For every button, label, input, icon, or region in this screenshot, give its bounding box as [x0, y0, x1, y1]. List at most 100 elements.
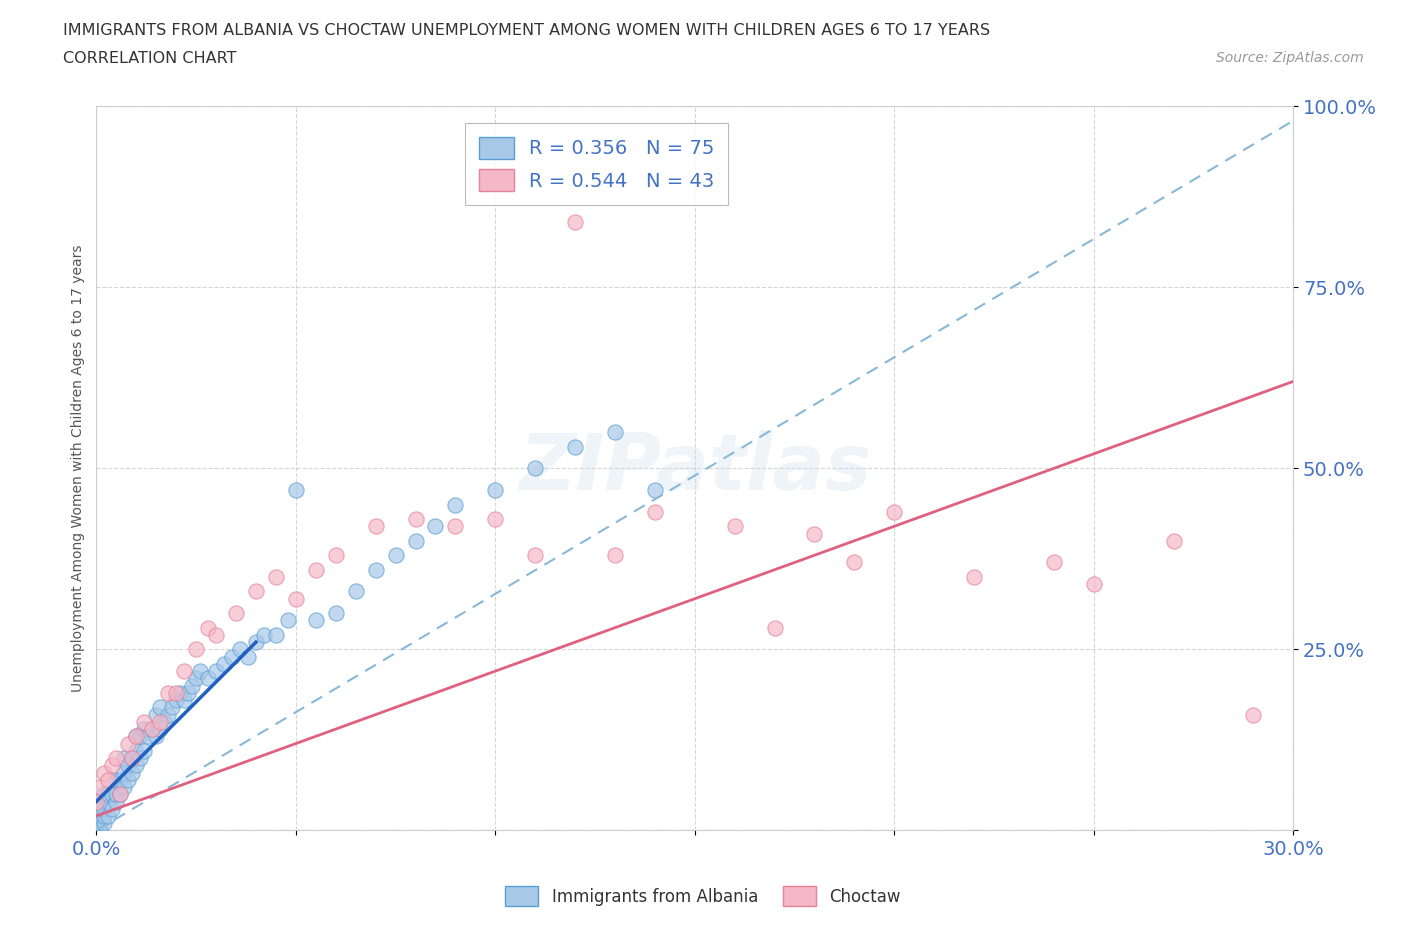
Point: [188, 664, 211, 679]
Point: [384, 548, 406, 563]
Point: [101, 787, 124, 802]
Point: [89, 816, 111, 830]
Point: [112, 751, 135, 765]
Point: [564, 439, 586, 454]
Point: [93, 802, 115, 817]
Text: CORRELATION CHART: CORRELATION CHART: [63, 51, 236, 66]
Point: [184, 671, 207, 685]
Point: [121, 751, 143, 765]
Point: [253, 628, 276, 643]
Point: [524, 461, 547, 476]
Point: [121, 751, 143, 765]
Point: [89, 779, 111, 794]
Point: [86, 816, 108, 830]
Point: [603, 425, 626, 440]
Point: [883, 504, 905, 519]
Point: [153, 714, 176, 729]
Point: [129, 751, 152, 765]
Point: [112, 779, 135, 794]
Point: [110, 772, 132, 787]
Point: [105, 772, 128, 787]
Point: [1163, 533, 1185, 548]
Point: [169, 685, 191, 700]
Point: [181, 678, 204, 693]
Point: [89, 823, 111, 838]
Point: [86, 823, 108, 838]
Point: [197, 671, 219, 685]
Point: [157, 685, 180, 700]
Point: [963, 569, 986, 584]
Point: [97, 794, 120, 809]
Point: [205, 664, 228, 679]
Point: [173, 693, 195, 708]
Point: [484, 512, 506, 526]
Point: [197, 620, 219, 635]
Point: [225, 605, 247, 620]
Point: [125, 758, 148, 773]
Point: [117, 758, 139, 773]
Point: [121, 765, 143, 780]
Point: [125, 729, 148, 744]
Point: [484, 483, 506, 498]
Point: [364, 563, 387, 578]
Point: [173, 664, 195, 679]
Point: [112, 765, 135, 780]
Point: [93, 765, 115, 780]
Point: [444, 498, 467, 512]
Point: [141, 722, 163, 737]
Point: [284, 591, 307, 606]
Point: [110, 787, 132, 802]
Legend: R = 0.356   N = 75, R = 0.544   N = 43: R = 0.356 N = 75, R = 0.544 N = 43: [465, 123, 728, 205]
Point: [97, 772, 120, 787]
Point: [405, 533, 427, 548]
Point: [93, 816, 115, 830]
Point: [136, 729, 159, 744]
Point: [245, 584, 267, 599]
Point: [149, 714, 172, 729]
Point: [763, 620, 786, 635]
Point: [141, 722, 163, 737]
Point: [444, 519, 467, 534]
Point: [524, 548, 547, 563]
Point: [105, 787, 128, 802]
Point: [134, 722, 156, 737]
Text: Source: ZipAtlas.com: Source: ZipAtlas.com: [1216, 51, 1364, 65]
Point: [117, 737, 139, 751]
Point: [212, 657, 235, 671]
Point: [603, 548, 626, 563]
Text: ZIPatlas: ZIPatlas: [519, 431, 870, 506]
Point: [105, 751, 128, 765]
Point: [101, 802, 124, 817]
Point: [564, 215, 586, 230]
Point: [284, 483, 307, 498]
Point: [165, 685, 187, 700]
Point: [129, 729, 152, 744]
Point: [93, 808, 115, 823]
Point: [236, 649, 259, 664]
Point: [157, 707, 180, 722]
Point: [125, 743, 148, 758]
Point: [89, 808, 111, 823]
Point: [644, 483, 666, 498]
Y-axis label: Unemployment Among Women with Children Ages 6 to 17 years: Unemployment Among Women with Children A…: [72, 245, 86, 692]
Point: [425, 519, 447, 534]
Point: [305, 613, 328, 628]
Point: [305, 563, 328, 578]
Point: [803, 526, 825, 541]
Point: [86, 794, 108, 809]
Point: [229, 642, 252, 657]
Point: [160, 700, 183, 715]
Point: [724, 519, 747, 534]
Point: [277, 613, 299, 628]
Point: [145, 729, 167, 744]
Point: [1043, 555, 1066, 570]
Point: [110, 787, 132, 802]
Point: [1083, 577, 1105, 591]
Point: [93, 787, 115, 802]
Point: [325, 605, 347, 620]
Legend: Immigrants from Albania, Choctaw: Immigrants from Albania, Choctaw: [498, 880, 908, 912]
Point: [177, 685, 200, 700]
Point: [149, 722, 172, 737]
Point: [134, 714, 156, 729]
Point: [89, 802, 111, 817]
